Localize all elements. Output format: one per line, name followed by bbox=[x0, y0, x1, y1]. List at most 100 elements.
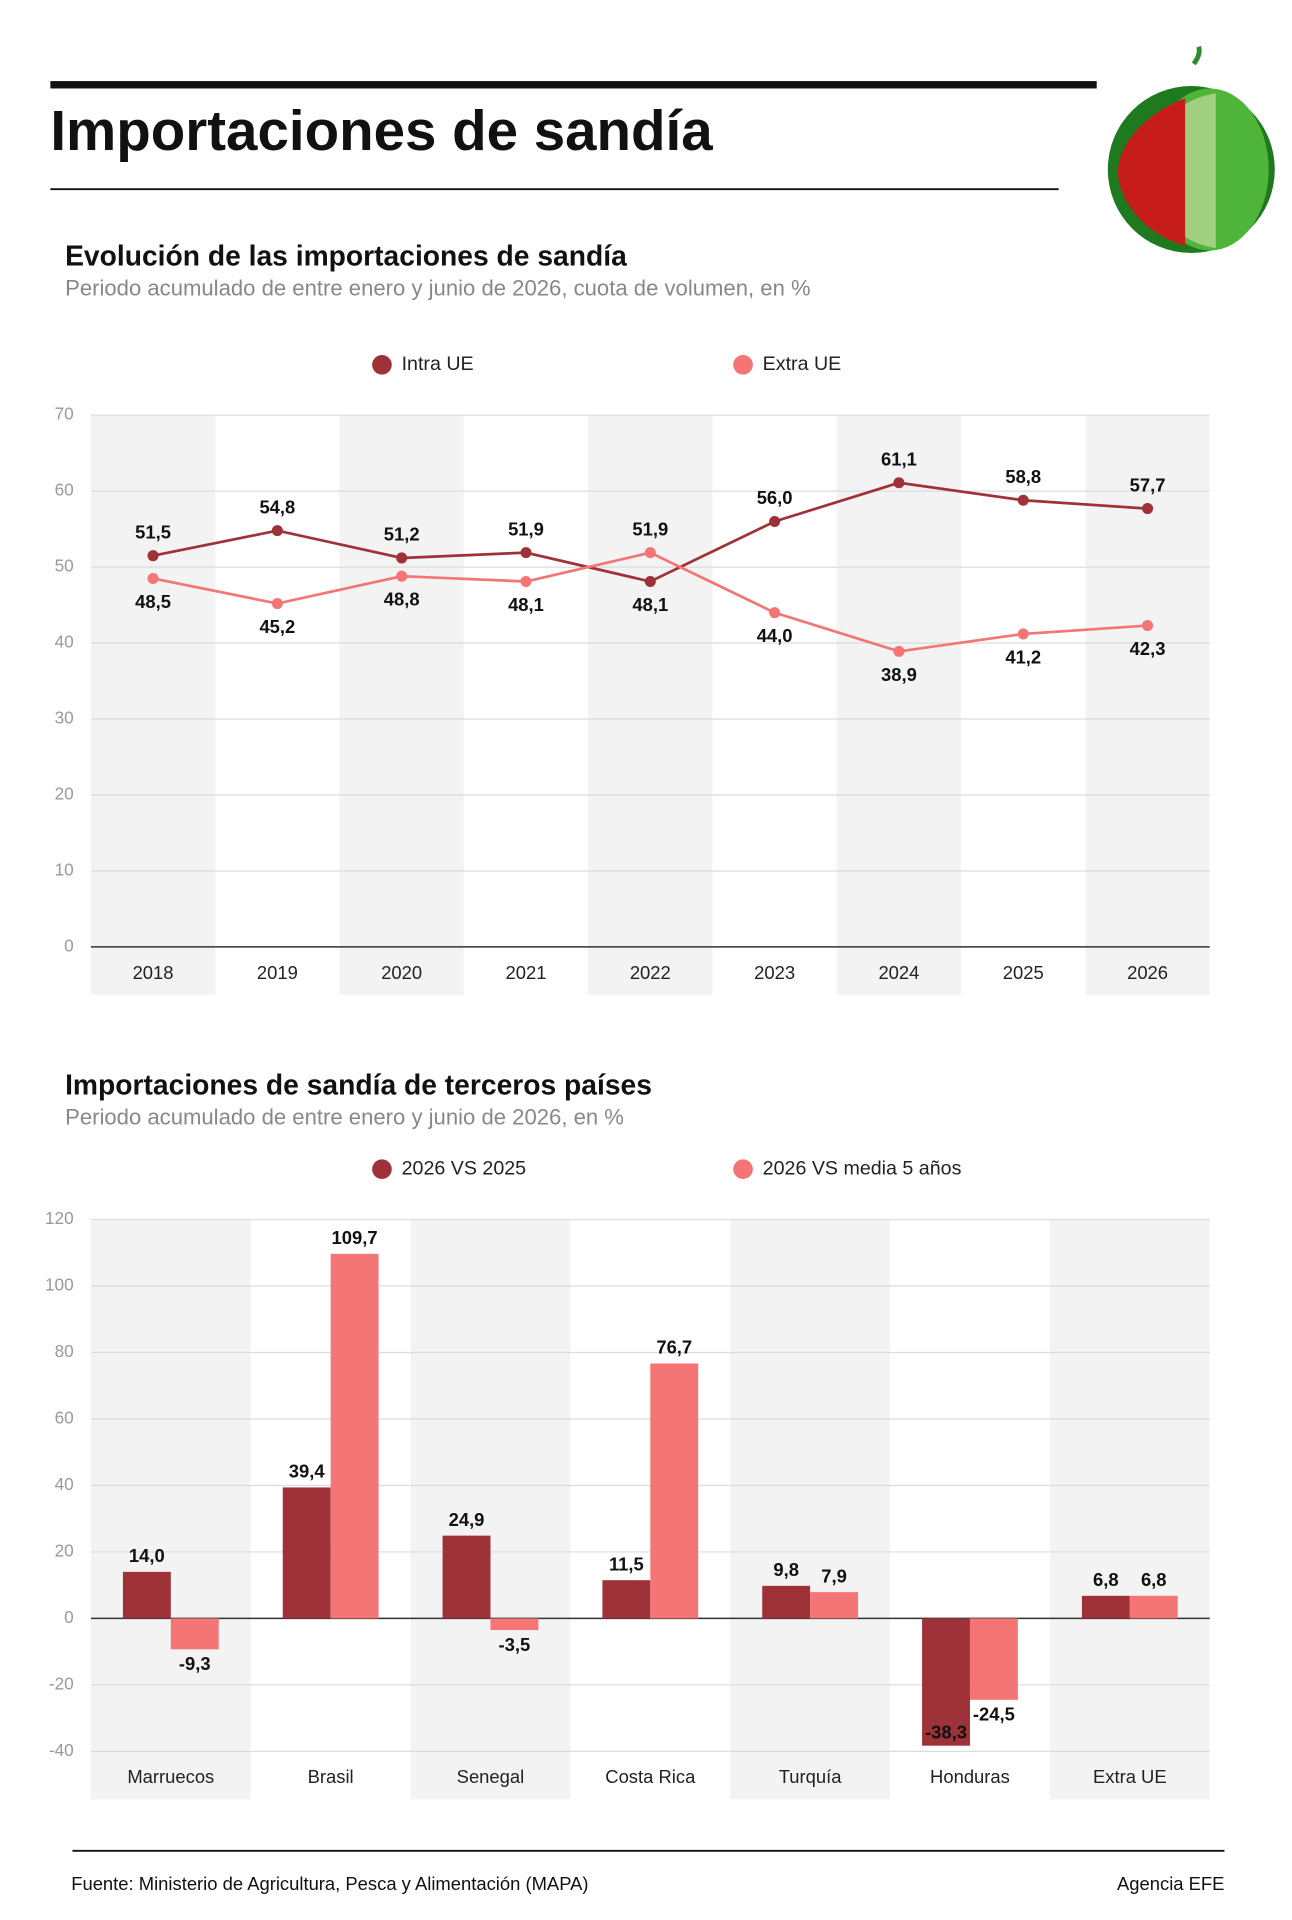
value-label: 41,2 bbox=[1005, 646, 1041, 667]
y-tick-label: 40 bbox=[55, 1474, 74, 1494]
bar bbox=[490, 1618, 539, 1631]
y-tick-label: 60 bbox=[55, 1408, 74, 1428]
value-label: 9,8 bbox=[773, 1559, 799, 1580]
y-tick-label: 30 bbox=[55, 708, 74, 728]
credit: Agencia EFE bbox=[1117, 1873, 1224, 1894]
band bbox=[410, 1219, 571, 1800]
chart-title: Evolución de las importaciones de sandía bbox=[65, 239, 627, 271]
value-label: 24,9 bbox=[449, 1509, 485, 1530]
value-label: 48,1 bbox=[508, 594, 544, 615]
bar bbox=[762, 1585, 811, 1619]
y-tick-label: 80 bbox=[55, 1341, 74, 1361]
legend-label: 2026 VS 2025 bbox=[402, 1157, 527, 1179]
bar bbox=[442, 1535, 491, 1619]
chart-title: Importaciones de sandía de terceros país… bbox=[65, 1068, 652, 1100]
point bbox=[271, 525, 283, 537]
value-label: 51,2 bbox=[384, 524, 420, 545]
x-tick-label: 2026 bbox=[1127, 962, 1168, 983]
value-label: -9,3 bbox=[179, 1653, 211, 1674]
bar bbox=[1129, 1595, 1178, 1619]
bar bbox=[330, 1253, 379, 1619]
bar bbox=[282, 1487, 331, 1619]
bar bbox=[122, 1571, 171, 1619]
value-label: 48,5 bbox=[135, 591, 171, 612]
band bbox=[90, 415, 216, 995]
band bbox=[588, 415, 713, 995]
legend-label: 2026 VS media 5 años bbox=[763, 1157, 962, 1179]
bar bbox=[1081, 1595, 1130, 1619]
y-tick-label: 40 bbox=[55, 632, 74, 652]
x-tick-label: 2021 bbox=[506, 962, 547, 983]
value-label: 51,5 bbox=[135, 521, 171, 542]
y-tick-label: -20 bbox=[49, 1673, 74, 1693]
point bbox=[893, 477, 905, 489]
x-tick-label: Extra UE bbox=[1093, 1766, 1167, 1787]
legend-swatch bbox=[733, 354, 753, 375]
x-tick-label: 2018 bbox=[133, 962, 174, 983]
x-tick-label: Marruecos bbox=[127, 1766, 214, 1787]
chart-subtitle: Periodo acumulado de entre enero y junio… bbox=[65, 1105, 624, 1130]
value-label: 6,8 bbox=[1093, 1569, 1119, 1590]
point bbox=[147, 572, 159, 584]
band bbox=[730, 1219, 891, 1800]
value-label: 51,9 bbox=[508, 518, 544, 539]
value-label: 54,8 bbox=[259, 496, 295, 517]
point bbox=[769, 607, 781, 619]
value-label: 48,8 bbox=[384, 589, 420, 610]
value-label: 58,8 bbox=[1005, 466, 1041, 487]
point bbox=[893, 645, 905, 657]
x-tick-label: Turquía bbox=[779, 1766, 843, 1787]
value-label: 14,0 bbox=[129, 1545, 165, 1566]
value-label: 7,9 bbox=[821, 1565, 847, 1586]
x-tick-label: Costa Rica bbox=[605, 1766, 696, 1787]
value-label: 39,4 bbox=[289, 1461, 326, 1482]
point bbox=[396, 552, 408, 564]
band bbox=[339, 415, 464, 995]
band bbox=[1085, 415, 1210, 995]
legend-swatch bbox=[733, 1159, 753, 1180]
value-label: 42,3 bbox=[1130, 638, 1166, 659]
page-title: Importaciones de sandía bbox=[50, 99, 713, 162]
point bbox=[644, 575, 656, 588]
value-label: 45,2 bbox=[259, 616, 295, 637]
y-tick-label: 0 bbox=[64, 1607, 74, 1627]
value-label: 51,9 bbox=[632, 518, 668, 539]
bar bbox=[969, 1618, 1018, 1700]
y-tick-label: 20 bbox=[55, 1540, 74, 1560]
value-label: 61,1 bbox=[881, 449, 917, 470]
x-tick-label: 2019 bbox=[257, 962, 298, 983]
y-tick-label: 100 bbox=[45, 1275, 74, 1295]
bar bbox=[602, 1580, 651, 1619]
value-label: 76,7 bbox=[656, 1337, 692, 1358]
x-tick-label: Brasil bbox=[308, 1766, 354, 1787]
point bbox=[644, 547, 656, 559]
value-label: 44,0 bbox=[757, 625, 793, 646]
value-label: 57,7 bbox=[1130, 474, 1166, 495]
bar bbox=[922, 1618, 970, 1746]
value-label: 48,1 bbox=[632, 594, 668, 615]
value-label: 11,5 bbox=[609, 1553, 644, 1574]
x-tick-label: Senegal bbox=[457, 1766, 525, 1787]
x-tick-label: 2024 bbox=[878, 962, 919, 983]
point bbox=[520, 575, 532, 588]
band bbox=[90, 1219, 251, 1800]
legend-swatch bbox=[372, 354, 392, 375]
legend-label: Intra UE bbox=[402, 353, 474, 375]
band bbox=[836, 415, 962, 995]
y-tick-label: 60 bbox=[55, 480, 74, 500]
value-label: 56,0 bbox=[757, 487, 793, 508]
y-tick-label: -40 bbox=[49, 1740, 74, 1760]
point bbox=[271, 598, 283, 610]
top-rule bbox=[50, 81, 1097, 89]
point bbox=[147, 550, 159, 562]
value-label: -3,5 bbox=[499, 1634, 531, 1655]
x-tick-label: 2020 bbox=[381, 962, 422, 983]
bar bbox=[810, 1592, 859, 1619]
point bbox=[396, 570, 408, 582]
chart-subtitle: Periodo acumulado de entre enero y junio… bbox=[65, 276, 811, 301]
y-tick-label: 120 bbox=[45, 1208, 74, 1228]
band bbox=[1049, 1219, 1210, 1800]
source: Fuente: Ministerio de Agricultura, Pesca… bbox=[71, 1873, 588, 1894]
